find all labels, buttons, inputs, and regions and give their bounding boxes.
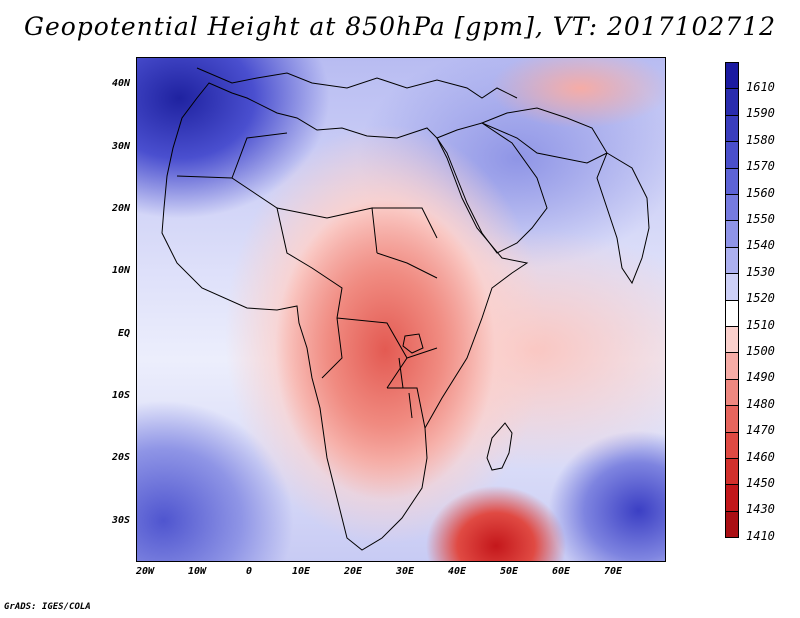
colorbar-label: 1560 (746, 185, 775, 200)
grads-credit: GrADS: IGES/COLA (4, 602, 91, 612)
colorbar-swatch (725, 220, 739, 248)
colorbar-label: 1550 (746, 212, 775, 226)
lon-tick-10w: 10W (187, 566, 207, 577)
lon-tick-0: 0 (245, 566, 253, 577)
colorbar-swatch (725, 352, 739, 380)
lon-tick-20w: 20W (135, 566, 155, 577)
country-borders (176, 132, 438, 429)
lon-tick-70e: 70E (603, 566, 623, 577)
colorbar-label: 1510 (746, 317, 775, 332)
colorbar-swatch (725, 299, 739, 327)
colorbar-label: 1530 (746, 264, 775, 279)
lon-tick-60e: 60E (551, 566, 571, 577)
colorbar-swatch (725, 167, 739, 195)
colorbar-label: 1410 (746, 528, 775, 543)
lon-tick-30e: 30E (395, 566, 415, 577)
colorbar-label: 1610 (746, 80, 775, 94)
lake-tanganyika (398, 357, 413, 419)
africa-coastline (161, 82, 529, 551)
lat-tick-10n: 10N (111, 265, 130, 276)
coastline-overlay (161, 67, 650, 551)
colorbar-label: 1580 (746, 132, 775, 147)
colorbar-label: 1470 (746, 423, 775, 438)
colorbar-swatch (725, 326, 739, 354)
lat-tick-eq: EQ (117, 328, 130, 339)
lat-tick-30s: 30S (111, 515, 130, 526)
colorbar-swatch (725, 62, 739, 90)
colorbar-label: 1590 (746, 106, 775, 121)
india-coastline (596, 152, 650, 285)
colorbar-label: 1460 (746, 449, 775, 464)
colorbar-swatch (725, 510, 739, 539)
colorbar-swatch (725, 246, 739, 275)
colorbar-label: 1450 (746, 476, 775, 490)
colorbar-label: 1520 (746, 291, 775, 306)
colorbar-swatch (725, 458, 739, 486)
lon-tick-40e: 40E (447, 566, 467, 577)
lat-tick-40n: 40N (111, 78, 130, 89)
lat-tick-20n: 20N (111, 203, 130, 214)
arabia-coastline (436, 122, 548, 254)
colorbar-label: 1490 (746, 370, 775, 385)
lake-victoria (402, 333, 424, 354)
colorbar-swatch (725, 405, 739, 433)
colorbar-swatch (725, 114, 739, 143)
lon-tick-10e: 10E (291, 566, 311, 577)
colorbar-swatch (725, 273, 739, 301)
lon-tick-50e: 50E (499, 566, 519, 577)
map-panel (136, 57, 666, 562)
colorbar-label: 1430 (746, 502, 775, 517)
chart-title: Geopotential Height at 850hPa [gpm], VT:… (23, 12, 777, 41)
colorbar-swatch (725, 88, 739, 116)
colorbar-swatch (725, 378, 739, 407)
colorbar-swatch (725, 141, 739, 169)
colorbar-swatch (725, 194, 739, 222)
colorbar-label: 1570 (746, 159, 775, 174)
colorbar-label: 1500 (746, 344, 775, 358)
europe-coastline (196, 67, 518, 99)
colorbar-swatch (725, 431, 739, 459)
lat-tick-30n: 30N (111, 141, 130, 152)
lat-tick-20s: 20S (111, 452, 130, 463)
madagascar-coastline (486, 422, 513, 471)
colorbar-label: 1540 (746, 238, 775, 253)
colorbar-label: 1480 (746, 396, 775, 411)
colorbar-swatch (725, 484, 739, 512)
lon-tick-20e: 20E (343, 566, 363, 577)
lat-tick-10s: 10S (111, 390, 130, 401)
